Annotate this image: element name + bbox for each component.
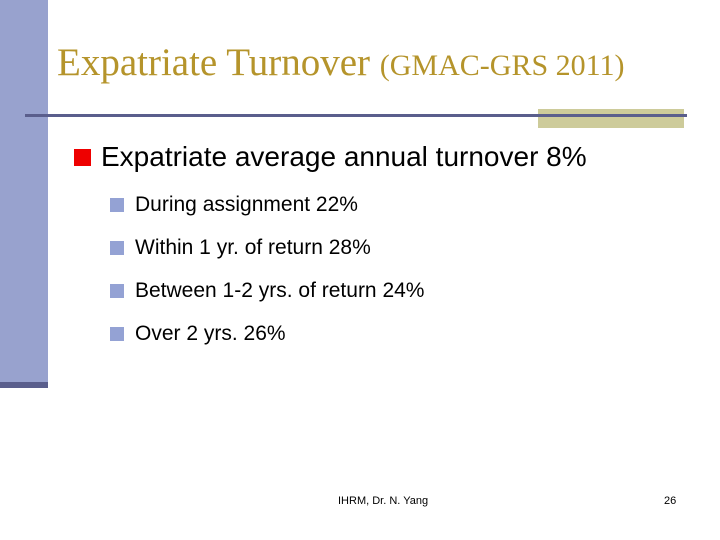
page-number: 26 [664,495,677,507]
blue-square-bullet-icon [110,284,124,298]
sub-bullet-text: Between 1-2 yrs. of return 24% [135,279,425,302]
sidebar-accent-bar [0,0,48,382]
slide-title-annotation-text: (GMAC-GRS 2011) [379,49,625,82]
title-tan-accent-bar [538,109,684,128]
footer-credit-text: IHRM, Dr. N. Yang [338,495,429,507]
red-square-bullet-icon [74,148,91,166]
sub-bullet-text: Within 1 yr. of return 28% [135,236,371,259]
blue-square-bullet-icon [110,198,124,212]
slide-title-main-text: Expatriate Turnover [57,41,380,84]
sub-bullet-item: Between 1-2 yrs. of return 24% [110,279,424,303]
blue-square-bullet-icon [110,241,124,255]
main-bullet-item: Expatriate average annual turnover 8% [74,141,587,173]
title-underline-rule [25,114,687,117]
sub-bullet-item: Over 2 yrs. 26% [110,322,286,346]
sub-bullet-text: Over 2 yrs. 26% [135,322,286,345]
slide-title: Expatriate Turnover (GMAC-GRS 2011) [57,40,625,85]
sub-bullet-item: During assignment 22% [110,193,358,217]
sidebar-bottom-cap-bar [0,382,48,388]
sub-bullet-text: During assignment 22% [135,193,358,216]
main-bullet-text: Expatriate average annual turnover 8% [101,141,587,172]
blue-square-bullet-icon [110,327,124,341]
sub-bullet-item: Within 1 yr. of return 28% [110,236,371,260]
